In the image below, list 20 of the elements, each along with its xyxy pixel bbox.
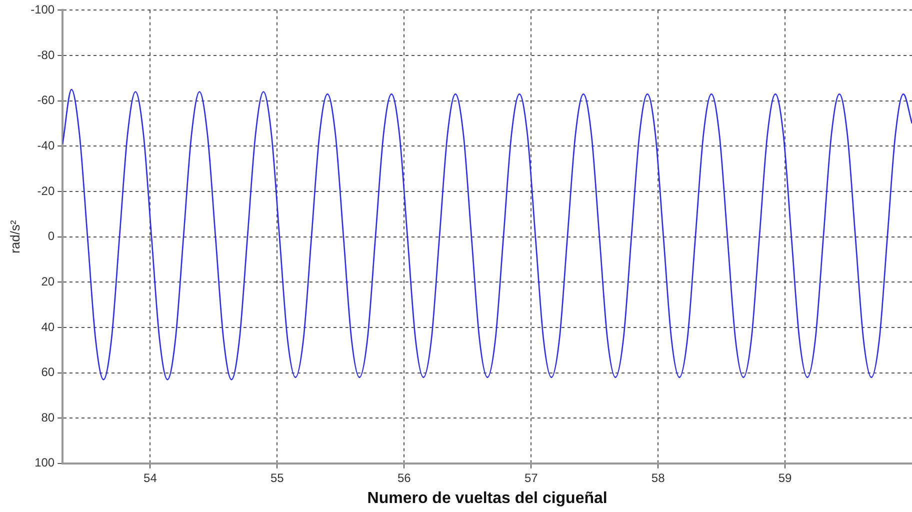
line-series xyxy=(62,88,912,380)
y-tick-label: -60 xyxy=(37,93,55,108)
y-tick-label: 100 xyxy=(34,456,55,470)
x-tick-label: 56 xyxy=(397,470,412,485)
y-tick-label: 0 xyxy=(48,229,55,244)
y-tick-label: -80 xyxy=(37,48,55,62)
y-axis-title: rad/s² xyxy=(7,220,22,254)
y-tick-label: -100 xyxy=(30,2,55,17)
x-tick-label: 54 xyxy=(144,470,158,485)
x-tick-label: 57 xyxy=(524,470,538,485)
y-tick-label: -20 xyxy=(37,184,55,198)
x-axis-title: Numero de vueltas del cigueñal xyxy=(367,490,608,507)
y-tick-label: -40 xyxy=(37,138,55,152)
y-tick-label: 40 xyxy=(41,320,55,334)
y-tick-label: 60 xyxy=(41,365,55,380)
x-tick-label: 58 xyxy=(651,470,666,485)
x-tick-label: 59 xyxy=(778,470,792,485)
y-tick-label: 80 xyxy=(41,410,55,424)
y-tick-label: 20 xyxy=(41,274,55,288)
x-tick-label: 55 xyxy=(270,470,284,485)
